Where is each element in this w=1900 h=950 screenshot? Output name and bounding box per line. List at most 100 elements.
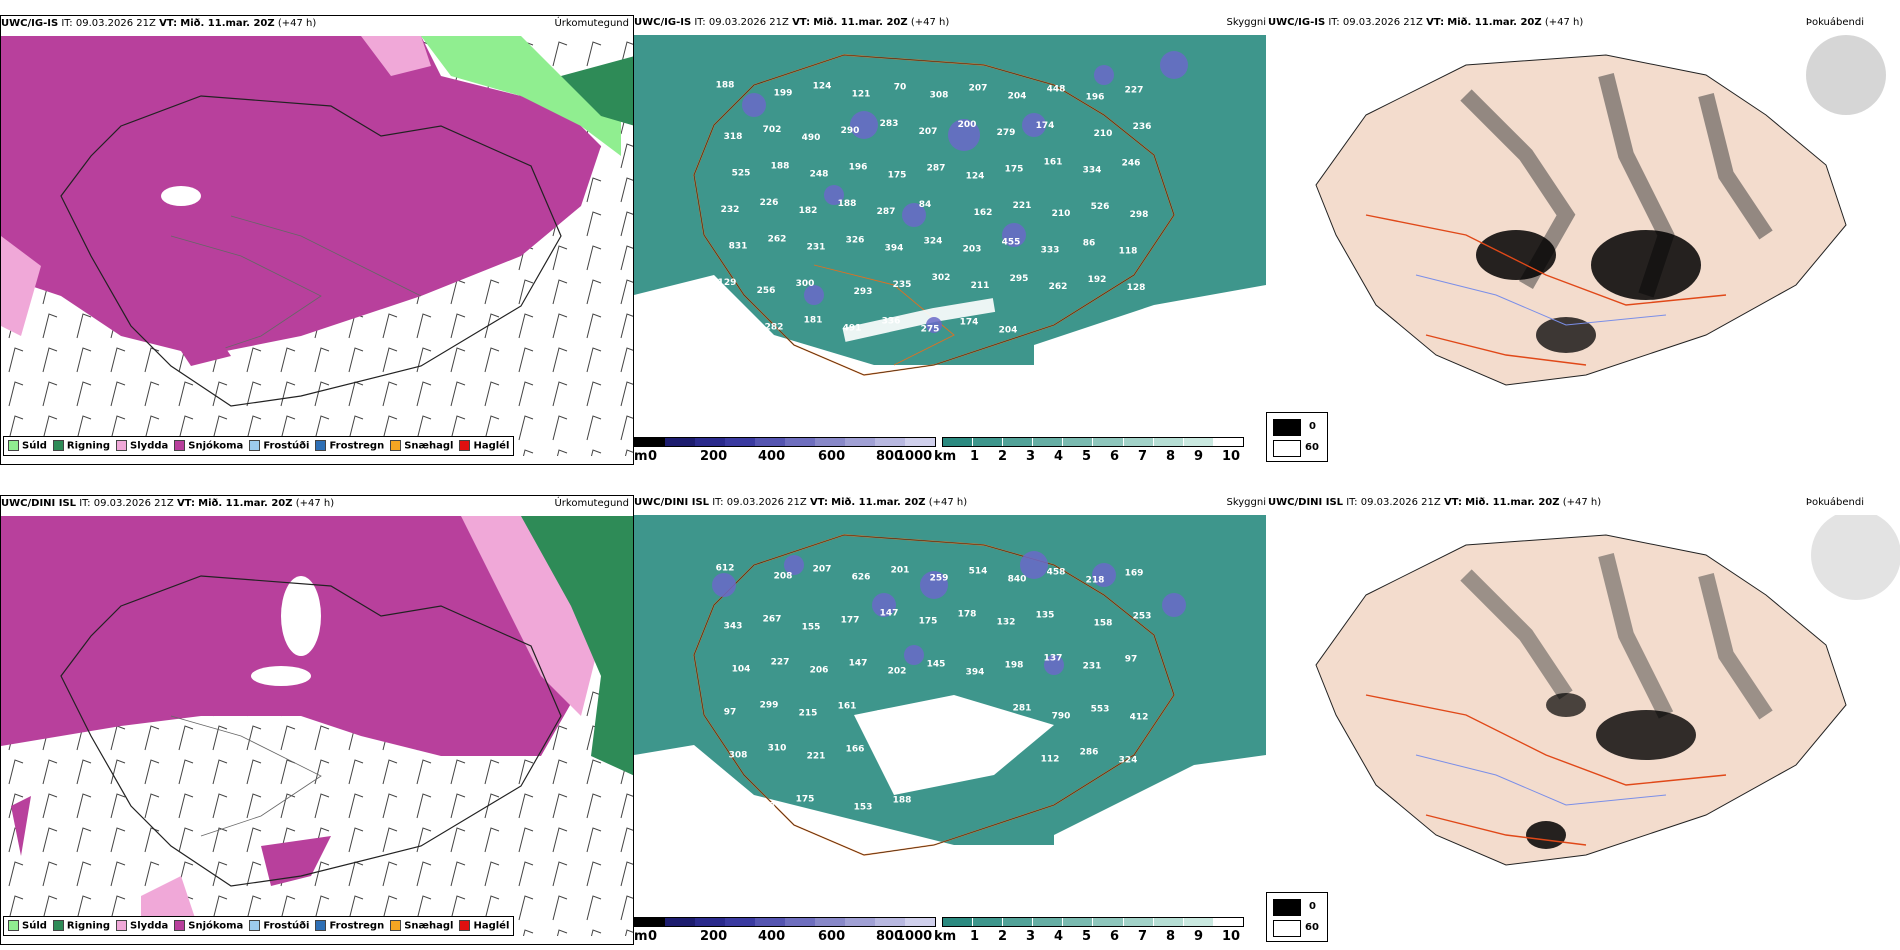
- ceiling-value-label: 181: [804, 316, 823, 326]
- swatch-snaehagl: [390, 440, 402, 452]
- ceiling-value-label: 208: [974, 711, 993, 721]
- ceiling-colorbar-segment: [785, 438, 815, 446]
- ceiling-value-label: 188: [771, 161, 790, 171]
- legend-item-sudl: Súld: [8, 920, 47, 932]
- legend-item-snjokoma: Snjókoma: [174, 440, 243, 452]
- ceiling-value-label: 188: [838, 199, 857, 209]
- swatch-frostregn: [315, 440, 327, 452]
- ceiling-value-label: 523: [718, 794, 737, 804]
- ceiling-value-label: 282: [765, 323, 784, 333]
- visibility-colorbar-segment: [1153, 918, 1184, 926]
- precip-type-map-top: [1, 36, 633, 456]
- ceiling-value-label: 204: [1008, 91, 1027, 101]
- ceiling-value-label: 231: [807, 243, 826, 253]
- ceiling-value-label: 206: [810, 666, 829, 676]
- ceiling-value-label: 299: [760, 701, 779, 711]
- ceiling-value-label: 300: [796, 279, 815, 289]
- visibility-colorbar-segment: [1153, 438, 1184, 446]
- visibility-panel-bottom: 612 208 207 626 201 259 514 840 458 218 169 343 267 1…: [634, 495, 1266, 945]
- legend-item-slydda: Slydda: [116, 440, 168, 452]
- ceiling-value-label: 224: [916, 703, 935, 713]
- ceiling-value-label: 491: [843, 324, 862, 334]
- ceiling-value-label: 129: [718, 278, 737, 288]
- ceiling-value-label: 702: [763, 125, 782, 135]
- legend-item-rigning: Rigning: [52, 440, 110, 452]
- visibility-colorbar-segment: [1003, 438, 1034, 446]
- ceiling-value-label: 182: [799, 206, 818, 216]
- header-precip-top: UWC/IG-IS IT: 09.03.2026 21Z VT: Mið. 11…: [1, 18, 317, 29]
- ceiling-value-label: 265: [1002, 747, 1021, 757]
- ceiling-value-label: 293: [854, 287, 873, 297]
- ceiling-value-label: 324: [1119, 756, 1138, 766]
- ceiling-value-label: 112: [1041, 755, 1060, 765]
- ceiling-value-label: 128: [1127, 283, 1146, 293]
- ceiling-colorbar-segment: [815, 918, 845, 926]
- ceiling-value-label: 118: [1119, 247, 1138, 257]
- ceiling-value-label: 147: [726, 315, 745, 325]
- ceiling-value-label: 314: [924, 746, 943, 756]
- ceiling-value-label: 218: [1086, 576, 1105, 586]
- fog-legend-top: 0 60: [1266, 412, 1328, 462]
- ceiling-colorbar-segment: [665, 438, 695, 446]
- ceiling-value-label: 202: [888, 667, 907, 677]
- ceiling-value-label: 295: [1010, 274, 1029, 284]
- legend-item-snaehagl: Snæhagl: [390, 920, 453, 932]
- swatch-slydda: [116, 920, 128, 932]
- ceiling-value-label: 161: [838, 702, 857, 712]
- ceiling-value-label: 831: [729, 242, 748, 252]
- ceiling-value-label: 97: [1125, 655, 1138, 665]
- ceiling-value-label: 132: [997, 618, 1016, 628]
- ceiling-value-label: 210: [1052, 209, 1071, 219]
- ceiling-colorbar-segment: [905, 438, 935, 446]
- ceiling-value-label: 145: [927, 660, 946, 670]
- ceiling-value-label: 275: [921, 325, 940, 335]
- ceiling-value-label: 458: [1047, 568, 1066, 578]
- fog-legend-black-swatch: [1273, 899, 1301, 916]
- precip-type-panel-top: UWC/IG-IS IT: 09.03.2026 21Z VT: Mið. 11…: [0, 15, 634, 465]
- precip-legend-bottom: Súld Rigning Slydda Snjókoma Frostúði Fr…: [3, 916, 515, 936]
- ceiling-value-label: 283: [880, 119, 899, 129]
- ceiling-value-label: 526: [1091, 202, 1110, 212]
- ceiling-value-label: 448: [1047, 84, 1066, 94]
- ceiling-colorbar-segment: [905, 918, 935, 926]
- ceiling-labels-top: 188 199 124 121 70 308 207 204 448 196 227 318 702 49…: [716, 80, 1152, 335]
- ceiling-value-label: 221: [1013, 201, 1032, 211]
- ceiling-colorbar-bar: [634, 437, 936, 447]
- ceiling-colorbar-segment: [725, 438, 755, 446]
- ceiling-value-label: 147: [849, 659, 868, 669]
- ceiling-value-label: 259: [930, 574, 949, 584]
- precip-type-panel-bottom: UWC/DINI ISL IT: 09.03.2026 21Z VT: Mið.…: [0, 495, 634, 945]
- ceiling-value-label: 192: [1088, 275, 1107, 285]
- ceiling-value-label: 394: [885, 244, 904, 254]
- visibility-colorbar-segment: [1123, 438, 1154, 446]
- ceiling-value-label: 232: [721, 205, 740, 215]
- ceiling-value-label: 248: [810, 169, 829, 179]
- ceiling-value-label: 215: [799, 709, 818, 719]
- ceiling-value-label: 178: [958, 610, 977, 620]
- ceiling-value-label: 262: [1049, 282, 1068, 292]
- fog-legend-white-swatch: [1273, 920, 1301, 937]
- ceiling-value-label: 121: [852, 89, 871, 99]
- ceiling-value-label: 196: [1086, 92, 1105, 102]
- ceiling-colorbar-segment: [695, 438, 725, 446]
- panel-title-visibility-bottom: Skyggni: [1226, 497, 1266, 508]
- ceiling-value-label: 324: [924, 237, 943, 247]
- ceiling-value-label: 318: [724, 132, 743, 142]
- ceiling-value-label: 840: [1008, 575, 1027, 585]
- ceiling-value-label: 267: [763, 615, 782, 625]
- ceiling-value-label: 177: [841, 616, 860, 626]
- legend-item-haglel: Haglél: [459, 440, 509, 452]
- ceiling-value-label: 221: [807, 752, 826, 762]
- ceiling-value-label: 86: [1083, 239, 1096, 249]
- ceiling-colorbar-bar: [634, 917, 936, 927]
- ceiling-value-label: 490: [802, 133, 821, 143]
- panel-title-precip-top: Úrkomutegund: [554, 18, 629, 29]
- ceiling-colorbar-segment: [845, 918, 875, 926]
- ceiling-colorbar-segment: [725, 918, 755, 926]
- header-fog-bottom: UWC/DINI ISL IT: 09.03.2026 21Z VT: Mið.…: [1268, 497, 1602, 508]
- unit-km: km: [934, 929, 957, 944]
- visibility-colorbar-segment: [1093, 918, 1124, 926]
- visibility-colorbar-segment: [1063, 918, 1094, 926]
- ceiling-colorbar-segment: [635, 918, 665, 926]
- ceiling-value-label: 290: [841, 126, 860, 136]
